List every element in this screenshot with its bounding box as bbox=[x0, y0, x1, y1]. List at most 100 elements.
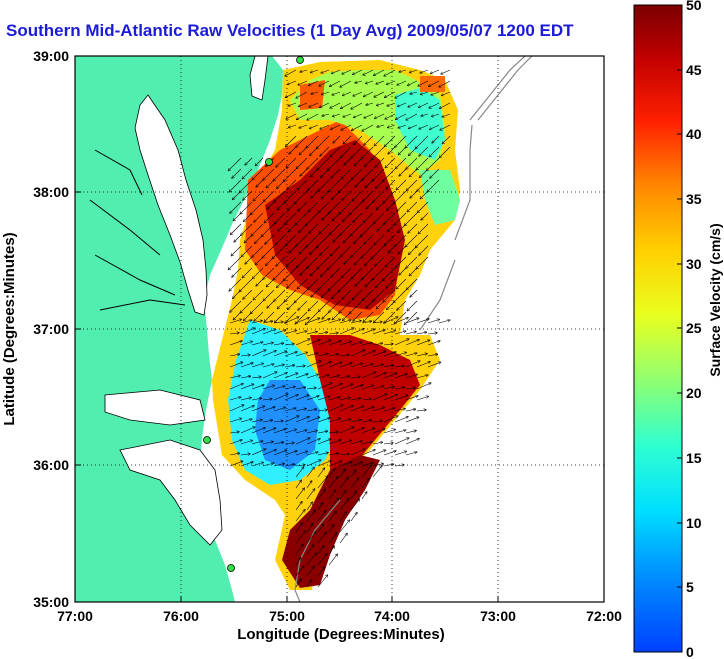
velocity-vector-arrow bbox=[387, 102, 396, 106]
velocity-vector-arrow bbox=[353, 69, 363, 75]
velocity-vector-arrow bbox=[306, 409, 317, 412]
velocity-vector-arrow bbox=[352, 289, 363, 300]
velocity-vector-arrow bbox=[343, 234, 352, 243]
velocity-vector-arrow bbox=[405, 135, 418, 148]
velocity-vector-arrow bbox=[328, 490, 336, 500]
velocity-vector-arrow bbox=[311, 91, 319, 94]
velocity-vector-arrow bbox=[318, 179, 330, 191]
y-tick-label: 38:00 bbox=[33, 184, 69, 200]
velocity-vector-arrow bbox=[349, 300, 363, 314]
velocity-vector-arrow bbox=[350, 223, 363, 236]
velocity-vector-arrow bbox=[374, 91, 385, 97]
velocity-vector-arrow bbox=[306, 388, 316, 389]
x-tick-label: 74:00 bbox=[374, 608, 410, 624]
velocity-vector-arrow bbox=[364, 135, 374, 145]
velocity-vector-arrow bbox=[295, 374, 308, 379]
velocity-vector-arrow bbox=[251, 223, 264, 236]
velocity-vector-arrow bbox=[339, 201, 352, 214]
velocity-vector-arrow bbox=[330, 146, 341, 157]
velocity-vector-arrow bbox=[332, 212, 341, 221]
velocity-vector-arrow bbox=[278, 223, 286, 231]
velocity-vector-arrow bbox=[305, 212, 319, 226]
velocity-vector-arrow bbox=[361, 478, 369, 489]
velocity-vector-arrow bbox=[354, 135, 363, 144]
velocity-vector-arrow bbox=[286, 91, 297, 98]
velocity-vector-arrow bbox=[262, 351, 276, 357]
velocity-vector-arrow bbox=[306, 396, 319, 401]
velocity-vector-arrow bbox=[328, 469, 335, 478]
velocity-vector-arrow bbox=[295, 331, 307, 335]
velocity-vector-arrow bbox=[383, 429, 395, 434]
velocity-vectors bbox=[228, 69, 450, 588]
velocity-vector-arrow bbox=[240, 462, 253, 467]
velocity-vector-arrow bbox=[327, 256, 341, 270]
velocity-vector-arrow bbox=[295, 465, 305, 466]
velocity-vector-arrow bbox=[294, 289, 308, 303]
velocity-vector-arrow bbox=[418, 223, 429, 234]
velocity-vector-arrow bbox=[406, 256, 418, 268]
velocity-vector-arrow bbox=[322, 311, 330, 319]
velocity-vector-arrow bbox=[317, 554, 327, 566]
velocity-vector-arrow bbox=[262, 245, 275, 258]
velocity-vector-arrow bbox=[251, 321, 262, 324]
velocity-vector-arrow bbox=[395, 135, 407, 147]
velocity-vector-arrow bbox=[295, 311, 308, 324]
velocity-vector-arrow bbox=[405, 353, 417, 357]
velocity-vector-arrow bbox=[317, 439, 331, 445]
velocity-vector-arrow bbox=[361, 372, 376, 379]
velocity-vector-arrow bbox=[297, 256, 308, 268]
velocity-vector-arrow bbox=[230, 300, 242, 312]
velocity-vector-arrow bbox=[295, 451, 307, 456]
velocity-vector-arrow bbox=[352, 190, 363, 201]
velocity-vector-arrow bbox=[316, 135, 330, 149]
velocity-vector-arrow bbox=[295, 395, 309, 401]
velocity-vector-arrow bbox=[393, 190, 407, 204]
velocity-vector-arrow bbox=[295, 510, 305, 522]
velocity-vector-arrow bbox=[330, 102, 341, 108]
velocity-vector-arrow bbox=[339, 363, 352, 368]
radar-site-marker bbox=[265, 158, 273, 166]
velocity-vector-arrow bbox=[286, 113, 297, 119]
velocity-vector-arrow bbox=[361, 420, 372, 423]
velocity-vector-arrow bbox=[350, 342, 362, 346]
velocity-vector-arrow bbox=[394, 318, 408, 324]
velocity-vector-arrow bbox=[394, 409, 405, 412]
velocity-vector-arrow bbox=[394, 438, 409, 445]
velocity-vector-arrow bbox=[317, 431, 328, 434]
velocity-vector-arrow bbox=[339, 406, 353, 412]
velocity-vector-arrow bbox=[328, 179, 341, 192]
velocity-vector-arrow bbox=[372, 330, 385, 335]
velocity-vector-arrow bbox=[431, 91, 440, 95]
velocity-vector-arrow bbox=[255, 234, 264, 243]
velocity-vector-arrow bbox=[229, 179, 242, 192]
velocity-vector-arrow bbox=[349, 201, 363, 215]
velocity-vector-arrow bbox=[372, 351, 386, 357]
velocity-vector-arrow bbox=[284, 429, 296, 434]
velocity-vector-arrow bbox=[284, 395, 298, 401]
velocity-vector-arrow bbox=[266, 256, 275, 265]
velocity-vector-arrow bbox=[284, 317, 299, 324]
velocity-vector-arrow bbox=[354, 256, 363, 265]
velocity-vector-arrow bbox=[405, 396, 418, 401]
y-axis-label: Latitude (Degrees:Minutes) bbox=[1, 232, 18, 425]
velocity-vector-arrow bbox=[339, 300, 352, 313]
velocity-vector-arrow bbox=[338, 179, 352, 193]
velocity-vector-arrow bbox=[374, 234, 385, 245]
velocity-vector-arrow bbox=[317, 319, 330, 324]
velocity-vector-arrow bbox=[332, 190, 341, 199]
velocity-vector-arrow bbox=[239, 278, 253, 292]
velocity-vector-arrow bbox=[295, 523, 303, 533]
velocity-vector-arrow bbox=[333, 234, 341, 242]
velocity-vector-arrow bbox=[273, 351, 287, 357]
velocity-vector-arrow bbox=[350, 398, 361, 401]
velocity-vector-arrow bbox=[396, 256, 407, 268]
velocity-vector-arrow bbox=[405, 318, 419, 324]
velocity-vector-arrow bbox=[331, 168, 341, 178]
velocity-vector-arrow bbox=[306, 467, 314, 478]
velocity-vector-arrow bbox=[233, 311, 242, 320]
velocity-vector-arrow bbox=[288, 223, 297, 232]
velocity-vector-arrow bbox=[262, 420, 273, 423]
velocity-vector-arrow bbox=[409, 245, 418, 254]
velocity-vector-arrow bbox=[229, 440, 242, 445]
velocity-vector-arrow bbox=[361, 399, 371, 400]
